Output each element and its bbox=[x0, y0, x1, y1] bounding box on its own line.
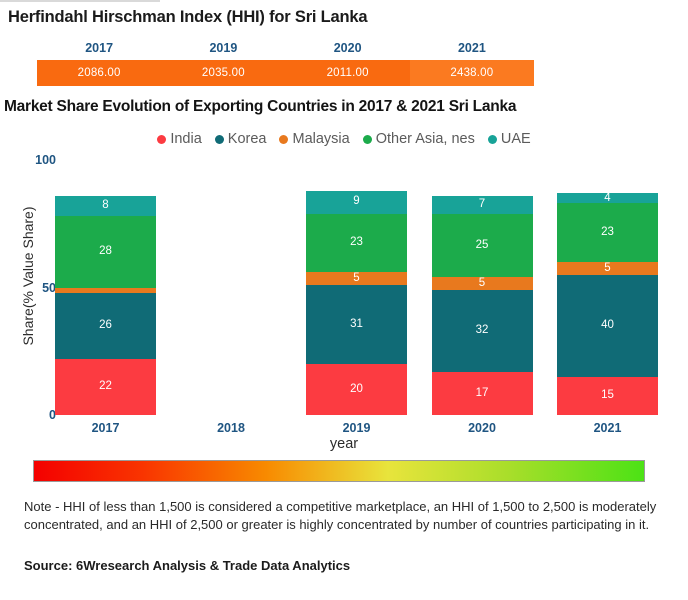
bar-segment-value: 25 bbox=[475, 238, 489, 251]
concentration-gradient-bar bbox=[33, 460, 645, 482]
bar-segment[interactable]: 17 bbox=[431, 371, 533, 415]
bar-segment[interactable]: 15 bbox=[557, 376, 658, 415]
legend-swatch-icon bbox=[279, 134, 289, 144]
x-axis-tick-label: 2019 bbox=[342, 421, 371, 435]
bar-segment[interactable]: 23 bbox=[557, 203, 658, 262]
legend-item-uae[interactable]: UAE bbox=[487, 131, 531, 147]
y-axis-tick-label: 50 bbox=[42, 280, 56, 295]
legend-item-other-asia-nes[interactable]: Other Asia, nes bbox=[362, 131, 475, 147]
bar-segment-value: 40 bbox=[601, 319, 614, 331]
bar-segment[interactable]: 5 bbox=[306, 272, 407, 285]
hhi-year-label: 2020 bbox=[333, 41, 362, 55]
legend-item-india[interactable]: India bbox=[157, 131, 202, 147]
chart-plot-area: 0 50 100 Share(% Value Share) 8 28 26 22 9 23 5 3… bbox=[0, 153, 688, 435]
x-axis-tick-label: 2018 bbox=[217, 421, 245, 435]
hhi-title: Herfindahl Hirschman Index (HHI) for Sri… bbox=[8, 8, 368, 26]
legend-item-malaysia[interactable]: Malaysia bbox=[279, 131, 350, 147]
bar-segment[interactable]: 26 bbox=[55, 292, 156, 359]
bar-segment-value: 22 bbox=[99, 380, 112, 393]
legend-label: Korea bbox=[227, 131, 267, 147]
bar-segment-value: 20 bbox=[350, 382, 363, 395]
bar-segment-value: 28 bbox=[99, 245, 112, 258]
bar-segment[interactable]: 9 bbox=[306, 190, 407, 214]
legend-swatch-icon bbox=[214, 134, 224, 144]
bar-segment[interactable] bbox=[55, 287, 156, 293]
bar-segment-value: 4 bbox=[604, 191, 611, 204]
bar-segment[interactable]: 20 bbox=[306, 364, 407, 415]
bar-segment[interactable]: 23 bbox=[306, 213, 407, 273]
x-axis-tick-label: 2020 bbox=[468, 421, 496, 435]
hhi-value-cell: 2011.00 bbox=[326, 67, 369, 79]
y-axis-title: Share(% Value Share) bbox=[20, 206, 36, 346]
y-axis-tick-label: 100 bbox=[35, 153, 56, 167]
y-axis-ticks: 0 50 100 bbox=[8, 153, 56, 422]
bar-segment[interactable]: 4 bbox=[557, 191, 658, 204]
bar-segment-value: 7 bbox=[478, 197, 486, 210]
bar-segment-value: 17 bbox=[475, 386, 489, 399]
bar-segment-value: 5 bbox=[353, 271, 360, 284]
hhi-year-label: 2021 bbox=[457, 41, 486, 55]
source-text: Source: 6Wresearch Analysis & Trade Data… bbox=[24, 558, 351, 573]
bar-segment-value: 31 bbox=[350, 317, 363, 330]
y-axis-tick-label: 0 bbox=[49, 408, 56, 422]
hhi-year-label: 2017 bbox=[85, 41, 114, 55]
footnote-text: Note - HHI of less than 1,500 is conside… bbox=[24, 499, 657, 533]
legend-label: India bbox=[170, 131, 202, 147]
x-axis-tick-label: 2021 bbox=[593, 421, 622, 435]
chart-legend: India Korea Malaysia Other Asia, nes UAE bbox=[0, 131, 688, 147]
hhi-value-cell: 2035.00 bbox=[201, 67, 245, 79]
bar-segment-value: 32 bbox=[475, 324, 489, 337]
legend-label: Malaysia bbox=[292, 131, 350, 147]
hhi-value-cell: 2086.00 bbox=[77, 67, 121, 79]
hhi-year-header-row: 2017 2019 2020 2021 bbox=[37, 38, 534, 58]
bar-segment[interactable]: 31 bbox=[306, 284, 407, 364]
bar-segment-value: 23 bbox=[601, 225, 614, 238]
bar-segment[interactable]: 5 bbox=[557, 262, 658, 275]
hhi-year-label: 2019 bbox=[209, 41, 238, 55]
bar-segment-value: 5 bbox=[604, 261, 611, 274]
bar-group[interactable]: 8 28 26 22 bbox=[55, 195, 156, 415]
bar-segment[interactable]: 22 bbox=[55, 358, 156, 415]
bar-segment[interactable]: 5 bbox=[431, 276, 533, 291]
legend-swatch-icon bbox=[362, 134, 372, 144]
bar-segment-value: 15 bbox=[601, 389, 614, 402]
bar-segment[interactable]: 40 bbox=[557, 274, 658, 377]
bar-segment-value: 5 bbox=[478, 276, 486, 289]
legend-swatch-icon bbox=[157, 134, 167, 144]
bar-group[interactable]: 4 23 5 40 15 bbox=[557, 191, 658, 415]
bar-segment[interactable]: 32 bbox=[431, 290, 533, 372]
legend-label: UAE bbox=[500, 131, 531, 147]
bar-segment-value: 9 bbox=[353, 195, 360, 208]
bar-segment-value: 23 bbox=[350, 236, 363, 249]
x-axis-ticks: 2017 2018 2019 2020 2021 bbox=[55, 416, 675, 440]
hhi-value-row: 2086.00 2035.00 2011.00 2438.00 bbox=[37, 60, 534, 86]
top-divider bbox=[0, 0, 160, 2]
bar-segment-value: 26 bbox=[99, 319, 112, 331]
bar-segment[interactable]: 7 bbox=[431, 195, 533, 214]
legend-label: Other Asia, nes bbox=[375, 131, 475, 147]
bar-segment[interactable]: 25 bbox=[431, 213, 533, 278]
x-axis-title: year bbox=[329, 436, 359, 452]
bar-segment[interactable]: 28 bbox=[55, 216, 156, 288]
legend-item-korea[interactable]: Korea bbox=[214, 131, 267, 147]
bar-segment-value: 8 bbox=[102, 199, 109, 212]
hhi-value-cell: 2438.00 bbox=[409, 60, 534, 86]
legend-swatch-icon bbox=[487, 134, 497, 144]
bar-group[interactable]: 7 25 5 32 17 bbox=[431, 195, 533, 415]
chart-title: Market Share Evolution of Exporting Coun… bbox=[4, 98, 517, 115]
bar-series-container: 8 28 26 22 9 23 5 31 20 7 25 5 32 17 4 23 5 40 15 bbox=[55, 160, 675, 415]
x-axis-tick-label: 2017 bbox=[91, 421, 120, 435]
bar-segment[interactable]: 8 bbox=[55, 195, 156, 217]
bar-group[interactable]: 9 23 5 31 20 bbox=[306, 190, 407, 415]
